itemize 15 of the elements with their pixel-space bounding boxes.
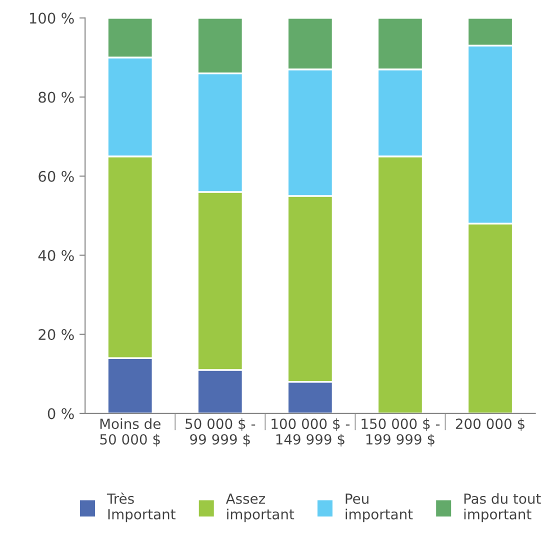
x-tick-label: 150 000 $ - 199 999 $ [362,418,440,446]
x-tick-label: 50 000 $ - 99 999 $ [186,418,256,446]
x-tick-label: Moins de 50 000 $ [100,418,160,446]
y-tick-label: 40 % [38,250,74,261]
legend-label: Assez important [226,494,294,522]
y-tick-label: 100 % [30,12,74,24]
x-tick-label: 100 000 $ - 149 999 $ [272,418,350,446]
y-tick-label: 80 % [38,92,74,103]
y-tick-label: 60 % [38,170,74,182]
legend-label: Très Important [106,492,176,522]
legend-label: Peu important [346,494,413,522]
x-tick-label: 200 000 $ [456,418,524,431]
y-tick-label: 0 % [48,408,74,420]
y-tick-label: 20 % [38,329,74,340]
legend-label: Pas du tout important [464,493,541,522]
